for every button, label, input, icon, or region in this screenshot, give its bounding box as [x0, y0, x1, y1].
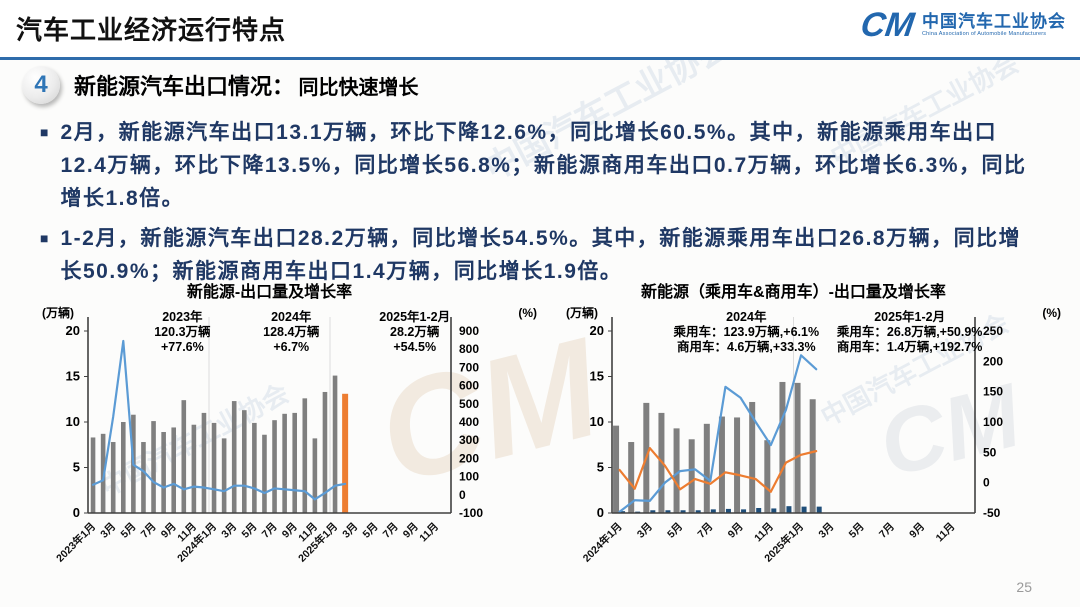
svg-text:200: 200 [983, 354, 1003, 368]
bullet-square-icon: ■ [40, 124, 49, 140]
bullet-square-icon: ■ [40, 230, 49, 246]
svg-text:+77.6%: +77.6% [161, 340, 204, 354]
list-item: ■ 1-2月，新能源汽车出口28.2万辆，同比增长54.5%。其中，新能源乘用车… [40, 222, 1056, 288]
svg-text:2023年1月: 2023年1月 [53, 520, 98, 565]
svg-text:400: 400 [459, 415, 479, 429]
svg-text:50: 50 [983, 445, 997, 459]
svg-text:新能源（乘用车&商用车）-出口量及增长率: 新能源（乘用车&商用车）-出口量及增长率 [641, 282, 946, 301]
svg-text:2024年: 2024年 [271, 309, 312, 324]
section-title: 新能源汽车出口情况： [74, 74, 295, 99]
svg-text:800: 800 [459, 342, 479, 356]
svg-text:0: 0 [73, 505, 80, 520]
svg-text:商用车：1.4万辆,+192.7%: 商用车：1.4万辆,+192.7% [837, 339, 983, 354]
svg-text:5月: 5月 [847, 521, 867, 541]
svg-text:120.3万辆: 120.3万辆 [154, 324, 211, 339]
caam-logo-name: 中国汽车工业协会 [922, 11, 1066, 31]
svg-text:7月: 7月 [381, 521, 401, 541]
section-number-badge: 4 [22, 66, 60, 104]
chart-canvas: 新能源-出口量及增长率 (万辆) (%) 0 5 10 15 20 -100 0 100 200 300… [42, 282, 537, 565]
svg-text:20: 20 [590, 323, 604, 338]
svg-text:100: 100 [983, 415, 1003, 429]
svg-text:(%): (%) [518, 306, 537, 320]
svg-text:(万辆): (万辆) [42, 305, 74, 320]
caam-logo-icon: CM [858, 6, 917, 44]
svg-text:5: 5 [597, 460, 604, 475]
bullet-text: 2月，新能源汽车出口13.1万辆，环比下降12.6%，同比增长60.5%。其中，… [60, 121, 1027, 210]
nev-export-volume-growth-chart: 新能源-出口量及增长率 (万辆) (%) 0 5 10 15 20 -100 0 100 200 300… [36, 281, 541, 599]
svg-text:200: 200 [459, 451, 479, 465]
svg-text:150: 150 [983, 385, 1003, 399]
svg-text:5月: 5月 [360, 521, 380, 541]
svg-text:2023年: 2023年 [162, 309, 203, 324]
svg-text:20: 20 [66, 323, 80, 338]
page-title: 汽车工业经济运行特点 [16, 15, 287, 45]
svg-text:3月: 3月 [340, 521, 360, 541]
svg-text:乘用车：123.9万辆,+6.1%: 乘用车：123.9万辆,+6.1% [673, 324, 820, 339]
svg-text:7月: 7月 [877, 521, 897, 541]
svg-text:900: 900 [459, 324, 479, 338]
svg-text:乘用车：26.8万辆,+50.9%: 乘用车：26.8万辆,+50.9% [836, 324, 983, 339]
svg-text:新能源-出口量及增长率: 新能源-出口量及增长率 [187, 282, 352, 301]
svg-text:0: 0 [983, 476, 990, 490]
slide-header: 汽车工业经济运行特点 CM 中国汽车工业协会 China Association… [0, 0, 1080, 57]
svg-text:3月: 3月 [98, 521, 118, 541]
svg-text:-50: -50 [983, 506, 1001, 520]
svg-text:100: 100 [459, 470, 479, 484]
svg-text:11月: 11月 [934, 521, 958, 545]
svg-text:0: 0 [459, 488, 466, 502]
svg-text:2025年1-2月: 2025年1-2月 [379, 309, 450, 324]
caam-logo: CM 中国汽车工业协会 China Association of Automob… [858, 6, 1066, 44]
svg-text:商用车：4.6万辆,+33.3%: 商用车：4.6万辆,+33.3% [677, 339, 816, 354]
svg-text:5月: 5月 [239, 521, 259, 541]
svg-text:11月: 11月 [752, 521, 776, 545]
svg-text:28.2万辆: 28.2万辆 [390, 324, 440, 339]
svg-text:5月: 5月 [665, 521, 685, 541]
svg-text:10: 10 [590, 414, 604, 429]
page-number: 25 [1016, 579, 1032, 595]
svg-text:128.4万辆: 128.4万辆 [263, 324, 320, 339]
chart-canvas: 新能源（乘用车&商用车）-出口量及增长率 (万辆) (%) 0 5 10 15 20 -50 0 5… [566, 282, 1061, 565]
section-heading: 4 新能源汽车出口情况： 同比快速增长 [22, 66, 418, 104]
svg-text:3月: 3月 [219, 521, 239, 541]
svg-text:2024年1月: 2024年1月 [580, 520, 625, 565]
svg-text:9月: 9月 [726, 521, 746, 541]
svg-text:5月: 5月 [118, 521, 138, 541]
svg-text:-100: -100 [459, 506, 483, 520]
svg-text:300: 300 [459, 433, 479, 447]
svg-text:0: 0 [597, 505, 604, 520]
bullet-list: ■ 2月，新能源汽车出口13.1万辆，环比下降12.6%，同比增长60.5%。其… [40, 116, 1056, 295]
svg-text:7月: 7月 [260, 521, 280, 541]
svg-text:10: 10 [66, 414, 80, 429]
svg-text:+6.7%: +6.7% [273, 340, 309, 354]
bullet-text: 1-2月，新能源汽车出口28.2万辆，同比增长54.5%。其中，新能源乘用车出口… [60, 227, 1022, 283]
svg-text:15: 15 [590, 369, 604, 384]
nev-pv-cv-export-volume-growth-chart: 新能源（乘用车&商用车）-出口量及增长率 (万辆) (%) 0 5 10 15 20 -50 0 5… [560, 281, 1065, 599]
svg-text:600: 600 [459, 379, 479, 393]
section-subtitle: 同比快速增长 [298, 77, 419, 99]
svg-text:5: 5 [73, 460, 80, 475]
svg-text:+54.5%: +54.5% [393, 340, 436, 354]
svg-text:2024年: 2024年 [726, 309, 767, 324]
caam-logo-subtitle: China Association of Automobile Manufact… [922, 31, 1047, 38]
svg-text:3月: 3月 [635, 521, 655, 541]
header-divider [0, 57, 1080, 60]
svg-text:3月: 3月 [816, 521, 836, 541]
svg-text:250: 250 [983, 324, 1003, 338]
svg-text:500: 500 [459, 397, 479, 411]
svg-text:(万辆): (万辆) [566, 305, 598, 320]
svg-text:(%): (%) [1042, 306, 1061, 320]
svg-text:15: 15 [66, 369, 80, 384]
svg-text:700: 700 [459, 360, 479, 374]
svg-text:7月: 7月 [695, 521, 715, 541]
svg-text:9月: 9月 [907, 521, 927, 541]
svg-text:2025年1-2月: 2025年1-2月 [874, 309, 945, 324]
list-item: ■ 2月，新能源汽车出口13.1万辆，环比下降12.6%，同比增长60.5%。其… [40, 116, 1056, 215]
svg-text:7月: 7月 [139, 521, 159, 541]
svg-text:11月: 11月 [417, 521, 441, 545]
